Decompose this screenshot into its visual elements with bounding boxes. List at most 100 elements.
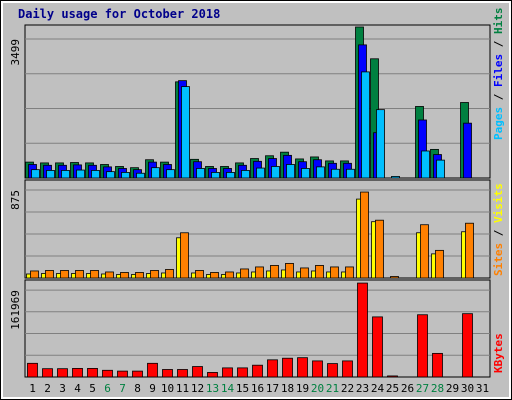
bar-files-day-30 (463, 122, 472, 179)
bar-pages-day-23 (361, 71, 370, 179)
bar-sites-day-20 (315, 265, 324, 279)
y-max-label: 875 (9, 190, 22, 210)
bar-pages-day-11 (181, 86, 190, 179)
x-tick-label: 12 (191, 382, 204, 395)
legend-entry: Hits (492, 8, 505, 35)
x-tick-label: 5 (89, 382, 96, 395)
legend-visits-sites: Sites / Visits (492, 183, 505, 276)
bar-sites-day-24 (375, 219, 384, 279)
bar-sites-day-1 (30, 270, 39, 279)
x-tick-label: 8 (134, 382, 141, 395)
bar-kbytes-day-27 (417, 314, 428, 378)
bar-sites-day-12 (195, 270, 204, 279)
bar-pages-day-9 (151, 167, 160, 179)
legend-kbytes: KBytes (492, 333, 505, 373)
bar-sites-day-22 (345, 266, 354, 279)
bar-pages-day-16 (256, 167, 265, 179)
x-tick-label: 27 (416, 382, 429, 395)
bar-sites-day-27 (420, 224, 429, 279)
bar-sites-day-4 (75, 270, 84, 279)
x-tick-label: 19 (296, 382, 309, 395)
bar-sites-day-18 (285, 263, 294, 279)
bar-kbytes-day-5 (87, 368, 98, 378)
x-tick-label: 3 (59, 382, 66, 395)
bar-pages-day-13 (211, 172, 220, 179)
x-tick-label: 23 (356, 382, 369, 395)
legend-entry: Files (492, 54, 505, 87)
bar-sites-day-19 (300, 267, 309, 279)
legend-entry: KBytes (492, 333, 505, 373)
bar-kbytes-day-14 (222, 367, 233, 378)
bar-kbytes-day-23 (357, 282, 368, 378)
x-tick-label: 26 (401, 382, 414, 395)
bar-pages-day-12 (196, 168, 205, 179)
bar-sites-day-3 (60, 270, 69, 279)
bar-kbytes-day-30 (462, 313, 473, 378)
bar-kbytes-day-21 (327, 363, 338, 378)
bar-sites-day-17 (270, 265, 279, 279)
bar-sites-day-7 (120, 272, 129, 279)
bar-kbytes-day-25 (387, 375, 398, 378)
bar-kbytes-day-8 (132, 370, 143, 378)
bar-sites-day-15 (240, 268, 249, 279)
bar-kbytes-day-13 (207, 372, 218, 378)
bar-kbytes-day-10 (162, 369, 173, 378)
bar-pages-day-28 (436, 159, 445, 179)
legend-entry: / (492, 34, 505, 54)
bar-kbytes-day-15 (237, 367, 248, 378)
bar-sites-day-16 (255, 266, 264, 279)
x-tick-label: 30 (461, 382, 474, 395)
x-tick-label: 25 (386, 382, 399, 395)
x-tick-label: 4 (74, 382, 81, 395)
x-tick-label: 2 (44, 382, 51, 395)
bar-sites-day-8 (135, 272, 144, 279)
bar-pages-day-24 (376, 109, 385, 179)
bar-kbytes-day-28 (432, 352, 443, 378)
bar-kbytes-day-9 (147, 362, 158, 378)
legend-entry: / (492, 87, 505, 107)
x-tick-label: 18 (281, 382, 294, 395)
legend-entry: Pages (492, 107, 505, 140)
x-tick-label: 20 (311, 382, 324, 395)
bar-sites-day-21 (330, 266, 339, 279)
x-axis-tick-labels: 1 2 3 4 5 6 7 8 9 10 11 12 13 14 15 16 17 18 19 20 21 22 23 24 2… (29, 382, 489, 395)
bar-pages-day-20 (316, 166, 325, 179)
chart-title: Daily usage for October 2018 (18, 7, 220, 21)
legend-labels: Pages / Files / Hits Sites / Visits KBytes (492, 8, 505, 374)
legend-pages-files-hits: Pages / Files / Hits (492, 8, 505, 141)
x-tick-label: 6 (104, 382, 111, 395)
bar-sites-day-13 (210, 272, 219, 279)
bar-sites-day-25 (390, 276, 399, 279)
x-tick-label: 11 (176, 382, 189, 395)
bar-kbytes-day-3 (57, 368, 68, 378)
bar-pages-day-22 (346, 168, 355, 179)
x-tick-label: 9 (149, 382, 156, 395)
bar-kbytes-day-11 (177, 369, 188, 378)
x-tick-label: 7 (119, 382, 126, 395)
bar-kbytes-day-12 (192, 366, 203, 378)
bar-pages-day-21 (331, 168, 340, 179)
bar-pages-day-7 (121, 172, 130, 179)
bar-pages-day-25 (391, 176, 400, 179)
chart-panels: 3499 875 161969 (9, 24, 491, 378)
bar-sites-day-6 (105, 271, 114, 279)
x-tick-label: 29 (446, 382, 459, 395)
bar-kbytes-day-20 (312, 360, 323, 378)
bar-pages-day-4 (76, 169, 85, 179)
bar-pages-day-14 (226, 172, 235, 179)
bar-pages-day-5 (91, 170, 100, 179)
x-tick-label: 17 (266, 382, 279, 395)
bar-sites-day-2 (45, 270, 54, 279)
x-tick-label: 10 (161, 382, 174, 395)
bar-pages-day-18 (286, 164, 295, 179)
x-tick-label: 1 (29, 382, 36, 395)
x-tick-label: 31 (476, 382, 489, 395)
x-tick-label: 22 (341, 382, 354, 395)
x-tick-label: 14 (221, 382, 235, 395)
bar-kbytes-day-7 (117, 370, 128, 378)
bar-kbytes-day-16 (252, 364, 263, 378)
y-max-label: 3499 (9, 39, 22, 65)
panel-visits-sites: 875 (9, 179, 491, 279)
bar-pages-day-6 (106, 171, 115, 179)
